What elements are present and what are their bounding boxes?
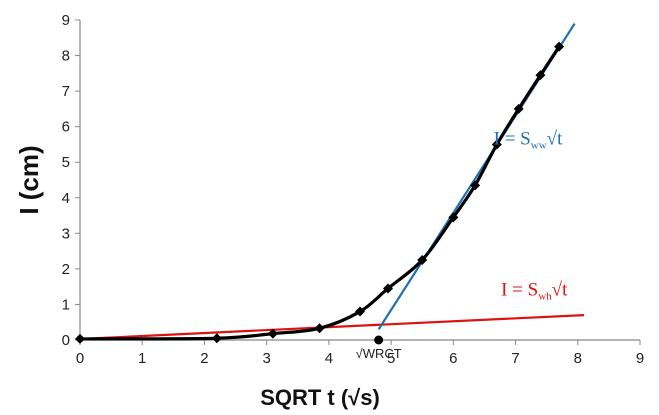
series-0-point [267,328,278,339]
x-axis-title: SQRT t (√s) [260,385,380,410]
x-tick-label: 5 [387,350,395,367]
y-axis-title: I (cm) [14,145,44,214]
series-0-point [355,306,365,317]
x-tick-label: 3 [262,350,270,367]
blue-line-equation-prefix: I = S [494,128,531,149]
red-line-equation-suffix: √t [552,280,568,301]
series-0-point [535,70,546,81]
y-tick-label: 8 [62,48,70,65]
x-tick-label: 2 [200,350,208,367]
series-0-point [417,255,428,265]
y-tick-label: 7 [62,83,70,100]
series-2-line [79,314,585,341]
y-tick-label: 5 [62,154,70,171]
red-line-equation-subscript: wh [538,291,552,303]
wrct-point [374,335,384,345]
y-tick-label: 4 [62,190,70,207]
y-tick-label: 3 [62,225,70,242]
blue-line-equation-subscript: ww [531,139,547,151]
series-0-point [448,212,459,223]
red-line-equation-prefix: I = S [501,280,538,301]
y-tick-label: 1 [62,296,70,313]
red-line-equation: I = Swh√t [501,280,568,303]
series-0-point [491,139,502,150]
series-0-point [470,180,481,191]
y-tick-label: 0 [62,332,70,349]
x-tick-label: 7 [511,350,519,367]
series-0-point [314,323,325,334]
x-tick-label: 4 [325,350,333,367]
y-tick-label: 6 [62,119,70,136]
x-tick-label: 0 [76,350,84,367]
series-0-point [513,103,524,114]
series-0-line [79,45,561,341]
x-tick-label: 8 [574,350,582,367]
x-tick-label: 6 [449,350,457,367]
blue-line-equation-suffix: √t [547,128,563,149]
x-tick-label: 1 [138,350,146,367]
blue-line-equation: I = Sww√t [494,128,563,151]
x-tick-label: 9 [636,350,644,367]
wrct-label: √WRCT [356,346,402,361]
series-0-point [211,333,222,344]
y-tick-label: 2 [62,261,70,278]
series-0-point [383,283,393,294]
series-0-point [75,333,85,344]
series-0-point [554,41,565,52]
y-tick-label: 9 [62,12,70,29]
